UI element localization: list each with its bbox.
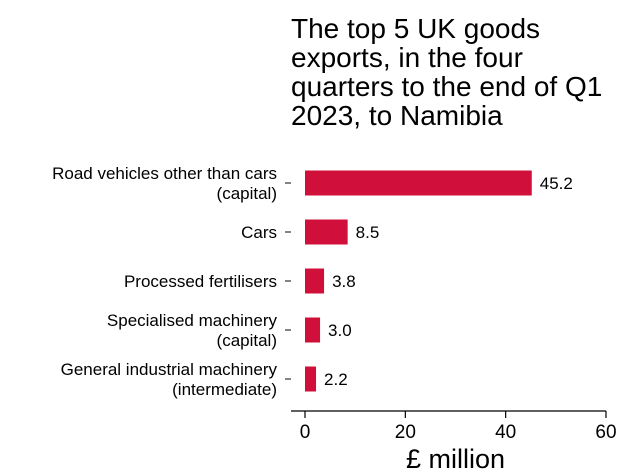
category-tick-label: General industrial machinery xyxy=(61,360,278,379)
category-tick-label: Cars xyxy=(241,223,277,242)
x-tick-label: 0 xyxy=(300,422,311,443)
bar xyxy=(305,366,317,392)
x-tick-label: 20 xyxy=(395,422,416,443)
bar xyxy=(305,170,532,196)
chart-title-line: The top 5 UK goods xyxy=(291,13,540,44)
chart-title-line: 2023, to Namibia xyxy=(291,100,503,131)
chart-title-line: quarters to the end of Q1 xyxy=(291,71,602,102)
bar xyxy=(305,219,348,245)
x-tick-label: 60 xyxy=(595,422,616,443)
data-label: 8.5 xyxy=(356,223,380,242)
category-tick-label: (intermediate) xyxy=(172,380,277,399)
bars xyxy=(305,170,532,392)
category-tick-label: Specialised machinery xyxy=(107,311,278,330)
data-label: 45.2 xyxy=(540,174,573,193)
value-labels: 45.2 8.5 3.8 3.0 2.2 xyxy=(324,174,573,389)
x-axis: 0 20 40 60 £ million xyxy=(291,410,617,472)
category-tick-label: Processed fertilisers xyxy=(124,272,277,291)
category-axis: Road vehicles other than cars(capital)Ca… xyxy=(52,164,291,399)
chart-title-line: exports, in the four xyxy=(291,42,523,73)
data-label: 3.0 xyxy=(328,321,352,340)
x-axis-title: £ million xyxy=(406,444,505,472)
x-tick-label: 40 xyxy=(495,422,516,443)
category-tick-label: (capital) xyxy=(217,331,277,350)
category-tick-label: (capital) xyxy=(217,184,277,203)
data-label: 2.2 xyxy=(324,370,348,389)
bar xyxy=(305,268,325,294)
category-tick-label: Road vehicles other than cars xyxy=(52,164,277,183)
data-label: 3.8 xyxy=(332,272,356,291)
bar xyxy=(305,317,321,343)
